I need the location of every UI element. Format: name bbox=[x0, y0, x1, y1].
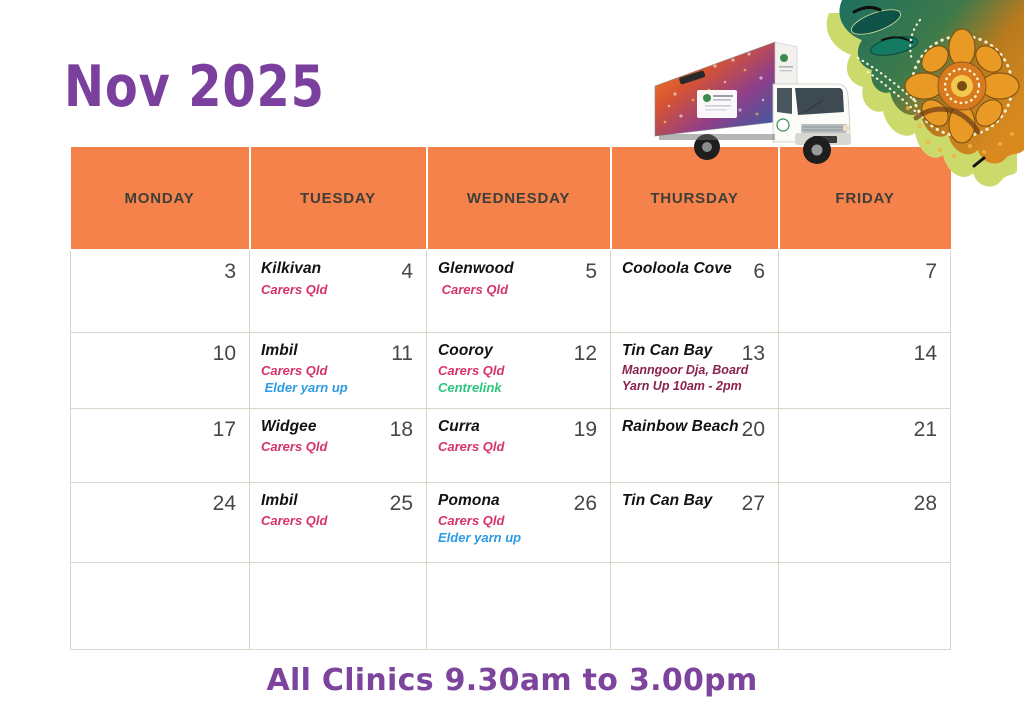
date-number: 18 bbox=[389, 417, 413, 441]
date-number: 14 bbox=[913, 341, 937, 365]
weekday-header-friday: FRIDAY bbox=[777, 147, 951, 251]
corner-dot-art-image bbox=[826, 0, 1024, 187]
event-label: Carers Qld bbox=[261, 363, 328, 379]
week-row-3: 17 18 Widgee Carers Qld 19 Curra Carers Qld 20 R… bbox=[70, 407, 951, 483]
week-row-1: 3 4 Kilkivan Carers Qld 5 Glenwood Carers Qld… bbox=[70, 249, 951, 333]
clinic-location: Widgee bbox=[261, 417, 317, 435]
date-number: 26 bbox=[573, 491, 597, 515]
event-label: Centrelink bbox=[438, 380, 502, 396]
date-number: 17 bbox=[212, 417, 236, 441]
event-label: Carers Qld bbox=[261, 439, 328, 455]
clinic-location: Kilkivan bbox=[261, 260, 322, 277]
clinic-location: Imbil bbox=[261, 491, 298, 509]
clinic-location: Cooloola Cove bbox=[622, 260, 732, 277]
clinic-location: Tin Can Bay bbox=[622, 341, 713, 359]
day-cell-17: 17 bbox=[70, 407, 250, 483]
date-number: 10 bbox=[212, 341, 236, 365]
clinic-location: Glenwood bbox=[438, 260, 514, 277]
day-cell-28: 28 bbox=[778, 481, 951, 563]
date-number: 19 bbox=[573, 417, 597, 441]
footer-note: All Clinics 9.30am to 3.00pm bbox=[266, 663, 758, 698]
event-label: Manngoor Dja, Board Yarn Up 10am - 2pm bbox=[622, 363, 752, 393]
day-cell-empty bbox=[426, 561, 611, 650]
event-label: Carers Qld bbox=[438, 513, 505, 529]
day-cell-20: 20 Rainbow Beach bbox=[610, 407, 779, 483]
clinic-location: Imbil bbox=[261, 341, 298, 359]
day-cell-empty bbox=[249, 561, 427, 650]
event-label: Elder yarn up bbox=[261, 380, 348, 396]
weekday-header-wednesday: WEDNESDAY bbox=[425, 147, 611, 251]
day-cell-5: 5 Glenwood Carers Qld bbox=[426, 249, 611, 333]
date-number: 5 bbox=[585, 260, 597, 283]
clinic-truck-image bbox=[654, 41, 851, 164]
day-cell-empty bbox=[70, 561, 250, 650]
event-label: Carers Qld bbox=[438, 363, 505, 379]
weekday-header-row: MONDAY TUESDAY WEDNESDAY THURSDAY FRIDAY bbox=[70, 147, 951, 251]
date-number: 25 bbox=[389, 491, 413, 515]
day-cell-11: 11 Imbil Carers Qld Elder yarn up bbox=[249, 331, 427, 409]
clinic-location: Pomona bbox=[438, 491, 500, 509]
clinic-location: Curra bbox=[438, 417, 480, 435]
calendar-body: 3 4 Kilkivan Carers Qld 5 Glenwood Carers Qld… bbox=[70, 249, 951, 650]
day-cell-6: 6 Cooloola Cove bbox=[610, 249, 779, 333]
page-title: Nov 2025 bbox=[64, 54, 325, 120]
day-cell-7: 7 bbox=[778, 249, 951, 333]
clinic-location: Cooroy bbox=[438, 341, 493, 359]
week-row-2: 10 11 Imbil Carers Qld Elder yarn up 12 Cooro… bbox=[70, 331, 951, 409]
day-cell-19: 19 Curra Carers Qld bbox=[426, 407, 611, 483]
date-number: 11 bbox=[391, 341, 413, 365]
date-number: 21 bbox=[913, 417, 937, 441]
event-label: Carers Qld bbox=[438, 281, 509, 297]
day-cell-25: 25 Imbil Carers Qld bbox=[249, 481, 427, 563]
day-cell-empty bbox=[610, 561, 779, 650]
day-cell-4: 4 Kilkivan Carers Qld bbox=[249, 249, 427, 333]
day-cell-24: 24 bbox=[70, 481, 250, 563]
date-number: 24 bbox=[212, 491, 236, 515]
event-label: Elder yarn up bbox=[438, 530, 522, 546]
clinic-location: Rainbow Beach bbox=[622, 417, 739, 435]
day-cell-13: 13 Tin Can Bay Manngoor Dja, Board Yarn Up… bbox=[610, 331, 779, 409]
day-cell-12: 12 Cooroy Carers Qld Centrelink bbox=[426, 331, 611, 409]
weekday-header-monday: MONDAY bbox=[70, 147, 250, 251]
date-number: 12 bbox=[573, 341, 597, 365]
day-cell-27: 27 Tin Can Bay bbox=[610, 481, 779, 563]
clinic-location: Tin Can Bay bbox=[622, 491, 713, 509]
weekday-header-tuesday: TUESDAY bbox=[248, 147, 427, 251]
date-number: 3 bbox=[224, 260, 236, 283]
date-number: 6 bbox=[753, 260, 765, 283]
event-label: Carers Qld bbox=[261, 513, 328, 529]
day-cell-18: 18 Widgee Carers Qld bbox=[249, 407, 427, 483]
week-row-4: 24 25 Imbil Carers Qld 26 Pomona Carers Qld Eld… bbox=[70, 481, 951, 563]
day-cell-10: 10 bbox=[70, 331, 250, 409]
day-cell-26: 26 Pomona Carers Qld Elder yarn up bbox=[426, 481, 611, 563]
day-cell-empty bbox=[778, 561, 951, 650]
event-label: Carers Qld bbox=[438, 439, 505, 455]
day-cell-21: 21 bbox=[778, 407, 951, 483]
week-row-5 bbox=[70, 561, 951, 650]
day-cell-14: 14 bbox=[778, 331, 951, 409]
date-number: 7 bbox=[925, 260, 937, 283]
date-number: 4 bbox=[401, 260, 413, 283]
date-number: 27 bbox=[741, 491, 765, 515]
event-label: Carers Qld bbox=[261, 281, 328, 297]
weekday-header-thursday: THURSDAY bbox=[609, 147, 779, 251]
date-number: 20 bbox=[741, 417, 765, 441]
day-cell-3: 3 bbox=[70, 249, 250, 333]
calendar: MONDAY TUESDAY WEDNESDAY THURSDAY FRIDAY 3 4 K… bbox=[70, 147, 951, 650]
calendar-table: MONDAY TUESDAY WEDNESDAY THURSDAY FRIDAY 3 4 K… bbox=[70, 147, 951, 650]
date-number: 28 bbox=[913, 491, 937, 515]
date-number: 13 bbox=[741, 341, 765, 365]
